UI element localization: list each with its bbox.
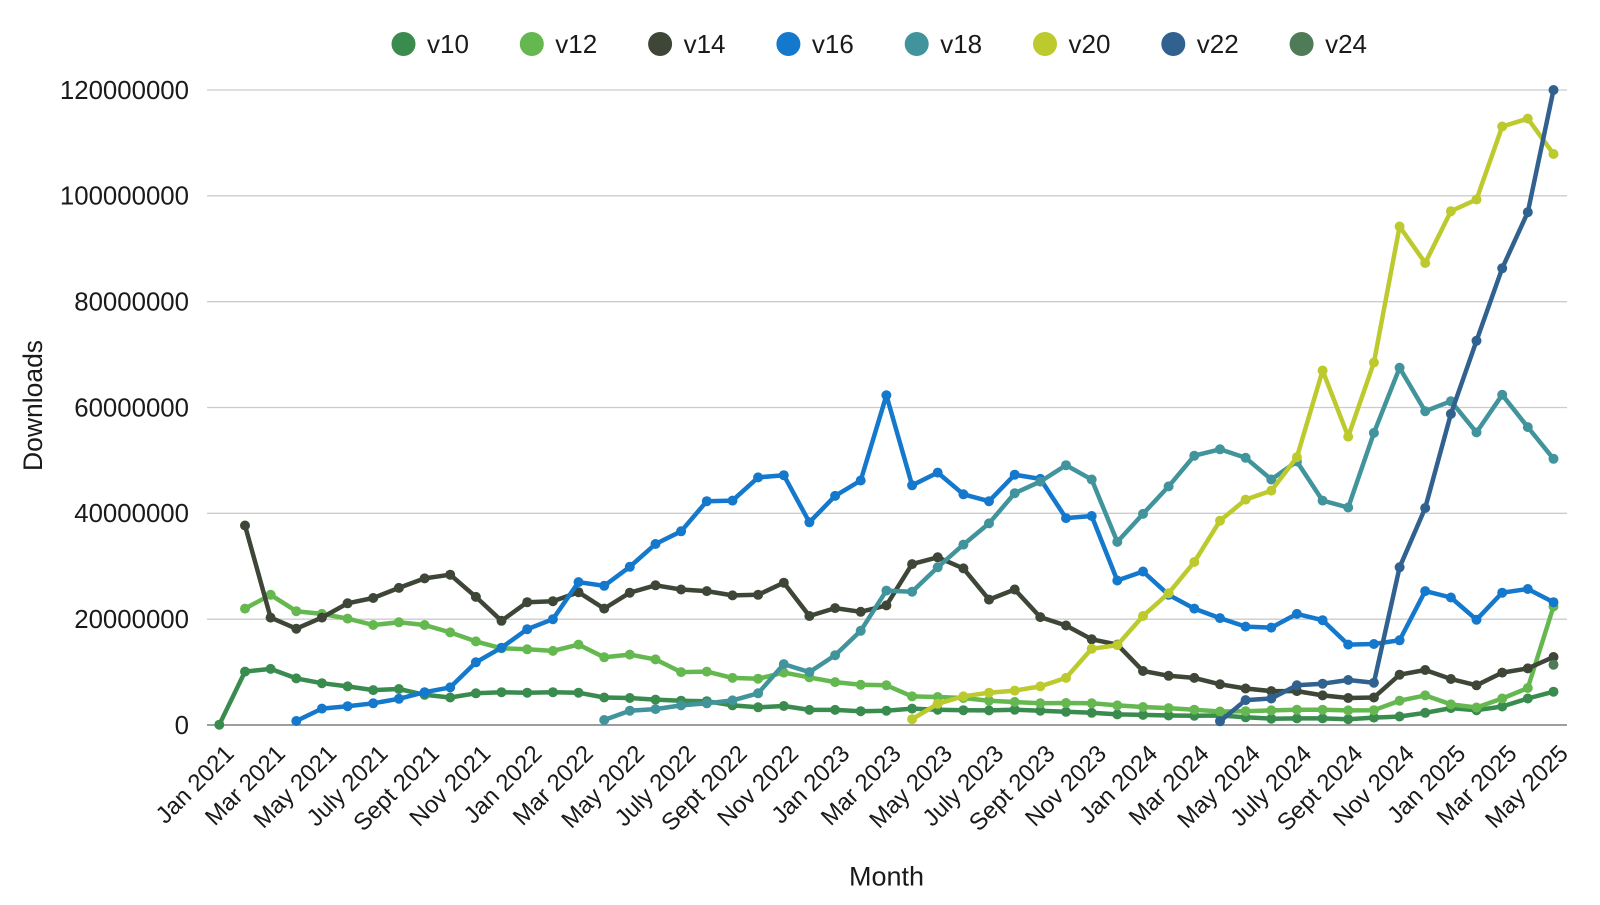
svg-text:v16: v16	[812, 29, 854, 59]
svg-text:v12: v12	[555, 29, 597, 59]
svg-text:Month: Month	[849, 862, 924, 892]
svg-text:100000000: 100000000	[60, 183, 189, 211]
svg-text:120000000: 120000000	[60, 77, 189, 105]
svg-text:60000000: 60000000	[74, 394, 189, 422]
svg-text:v18: v18	[940, 29, 982, 59]
svg-text:v20: v20	[1069, 29, 1111, 59]
svg-text:v22: v22	[1197, 29, 1239, 59]
svg-text:v24: v24	[1325, 29, 1367, 59]
svg-text:v14: v14	[684, 29, 726, 59]
svg-text:v10: v10	[427, 29, 469, 59]
svg-text:Downloads: Downloads	[18, 340, 48, 471]
svg-text:40000000: 40000000	[74, 500, 189, 528]
svg-text:20000000: 20000000	[74, 606, 189, 634]
svg-text:0: 0	[175, 712, 189, 740]
svg-text:80000000: 80000000	[74, 289, 189, 317]
